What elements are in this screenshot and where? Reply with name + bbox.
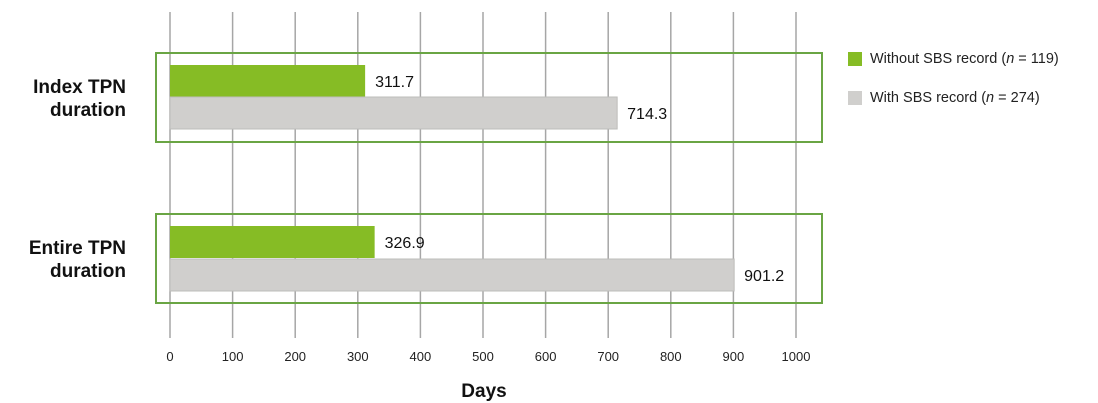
x-tick-label-300: 300 <box>347 349 369 364</box>
x-tick-label-1000: 1000 <box>782 349 811 364</box>
x-tick-label-200: 200 <box>284 349 306 364</box>
bar-index-tpn-duration-series-1 <box>170 65 366 97</box>
x-tick-label-500: 500 <box>472 349 494 364</box>
x-axis-title: Days <box>461 381 506 402</box>
legend-swatch-gray <box>848 91 862 105</box>
category-label-entire-tpn-duration: Entire TPN duration <box>29 238 126 282</box>
x-tick-label-600: 600 <box>535 349 557 364</box>
category-label-line: duration <box>50 100 126 121</box>
x-tick-label-900: 900 <box>723 349 745 364</box>
data-label-index-tpn-duration-series-2: 714.3 <box>627 106 667 123</box>
legend-label: Without SBS record (n = 119) <box>870 51 1059 67</box>
category-label-line: Entire TPN <box>29 238 126 259</box>
bar-entire-tpn-duration-series-1 <box>170 226 375 258</box>
legend-item-without-sbs: Without SBS record (n = 119) <box>848 49 1059 69</box>
legend-item-with-sbs: With SBS record (n = 274) <box>848 88 1059 108</box>
x-axis-ticks: 0 100 200 300 400 500 600 700 800 900 1000 <box>166 349 810 364</box>
x-tick-label-800: 800 <box>660 349 682 364</box>
group-outline-index-tpn-duration <box>155 52 823 143</box>
x-tick-label-700: 700 <box>597 349 619 364</box>
x-tick-label-100: 100 <box>222 349 244 364</box>
group-outline-entire-tpn-duration <box>155 213 823 304</box>
bar-index-tpn-duration-series-2 <box>169 96 618 130</box>
category-label-line: Index TPN <box>33 77 126 98</box>
chart-legend: Without SBS record (n = 119) With SBS re… <box>848 49 1059 127</box>
x-tick-label-400: 400 <box>410 349 432 364</box>
bar-entire-tpn-duration-series-2 <box>169 258 735 292</box>
data-label-entire-tpn-duration-series-1: 326.9 <box>385 235 425 252</box>
category-label-line: duration <box>50 261 126 282</box>
category-label-index-tpn-duration: Index TPN duration <box>33 77 126 121</box>
legend-swatch-green <box>848 52 862 66</box>
data-label-index-tpn-duration-series-1: 311.7 <box>375 74 414 91</box>
x-tick-label-0: 0 <box>166 349 173 364</box>
legend-label: With SBS record (n = 274) <box>870 90 1040 106</box>
data-label-entire-tpn-duration-series-2: 901.2 <box>744 268 784 285</box>
